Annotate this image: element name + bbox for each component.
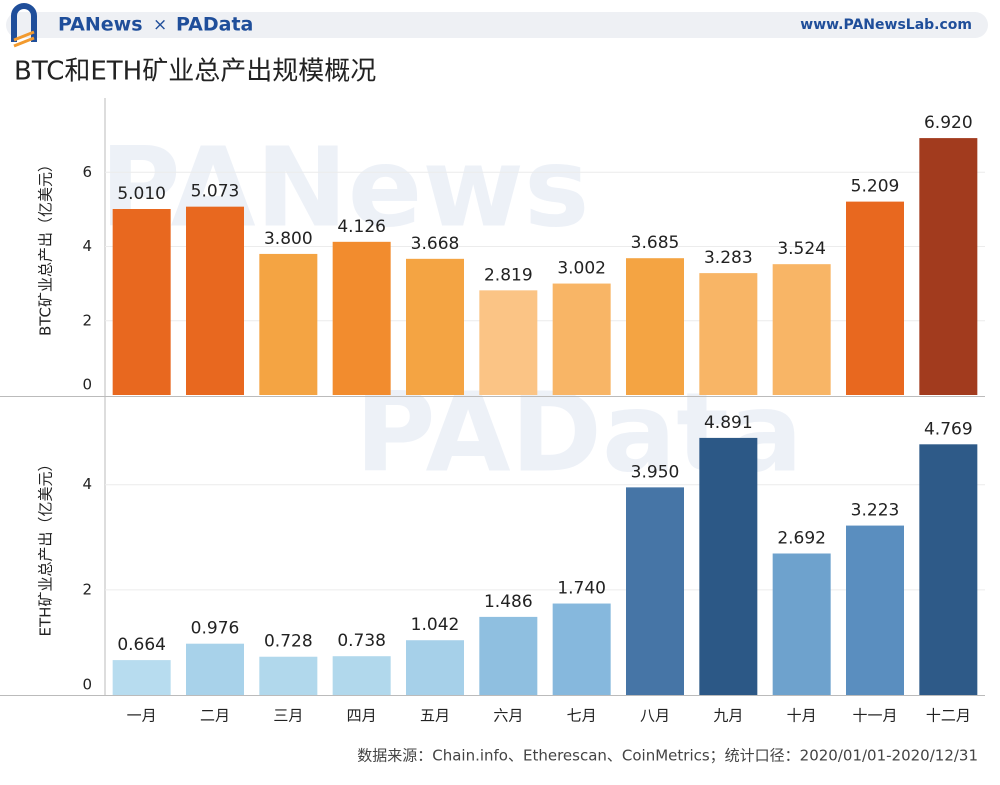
y-axis-title: BTC矿业总产出（亿美元）: [37, 157, 55, 336]
data-label: 1.740: [557, 579, 606, 599]
data-label: 3.668: [411, 234, 460, 254]
data-label: 2.819: [484, 265, 533, 285]
bar: [626, 487, 684, 695]
bar: [112, 660, 171, 695]
bar: [406, 258, 464, 395]
data-label: 3.002: [557, 259, 606, 279]
x-tick-label: 一月: [127, 707, 157, 725]
data-label: 1.486: [484, 592, 533, 612]
data-label: 3.950: [631, 462, 680, 482]
data-label: 5.010: [117, 184, 166, 204]
data-label: 1.042: [411, 615, 460, 635]
title: BTC和ETH矿业总产出规模概况: [14, 57, 376, 87]
bar: [259, 656, 318, 695]
x-tick-label: 九月: [713, 707, 743, 725]
brand2: PAData: [176, 14, 253, 36]
data-label: 3.283: [704, 248, 753, 268]
bar: [846, 201, 904, 395]
x-tick-label: 十二月: [926, 707, 971, 725]
data-label: 4.126: [337, 217, 386, 237]
y-tick-label: 0: [82, 676, 92, 694]
bar: [332, 241, 391, 395]
brand-separator: ×: [153, 15, 167, 35]
x-tick-label: 十月: [787, 707, 817, 725]
data-label: 3.800: [264, 229, 313, 249]
data-label: 2.692: [777, 528, 826, 548]
y-tick-label: 6: [82, 163, 92, 181]
bar: [479, 616, 538, 695]
x-tick-label: 七月: [567, 707, 597, 725]
bar: [919, 444, 978, 695]
bar: [186, 206, 244, 395]
data-label: 6.920: [924, 113, 973, 133]
data-label: 3.685: [631, 233, 680, 253]
bar: [332, 656, 391, 695]
charts: 0 2 4 6 BTC矿业总产出（亿美元） 5.010 5.073 3.800 4.126 3.6…: [0, 98, 985, 725]
data-label: 0.738: [337, 631, 386, 651]
data-label: 3.524: [777, 239, 826, 259]
bar: [552, 603, 611, 695]
y-tick-label: 4: [82, 237, 92, 255]
bar: [406, 640, 464, 695]
bar: [846, 525, 904, 695]
url: www.PANewsLab.com: [800, 17, 972, 33]
bar: [259, 253, 318, 395]
bar: [112, 209, 171, 395]
x-tick-label: 五月: [420, 707, 450, 725]
x-tick-label: 六月: [493, 707, 523, 725]
data-label: 0.664: [117, 635, 166, 655]
logo-stripes: [13, 30, 35, 48]
data-label: 5.209: [851, 177, 900, 197]
data-label: 0.976: [191, 619, 240, 639]
bar: [186, 643, 244, 695]
y-tick-label: 2: [82, 311, 92, 329]
brand: PANews: [58, 14, 143, 36]
y-axis-title: ETH矿业总产出（亿美元）: [37, 457, 55, 637]
x-tick-label: 十一月: [852, 707, 897, 725]
bar: [479, 290, 538, 395]
bar: [552, 283, 611, 395]
data-label: 5.073: [191, 182, 240, 202]
bar: [626, 258, 684, 395]
x-tick-label: 三月: [273, 707, 303, 725]
x-tick-label: 四月: [347, 707, 377, 725]
watermark: PANews: [100, 123, 589, 251]
x-tick-label: 二月: [200, 707, 230, 725]
data-label: 4.891: [704, 413, 753, 433]
y-tick-label: 4: [82, 475, 92, 493]
source: 数据来源：Chain.info、Etherescan、CoinMetrics；统…: [357, 747, 978, 765]
header-band: [6, 12, 988, 38]
bar: [772, 553, 831, 695]
y-tick-label: 0: [82, 376, 92, 394]
bar: [772, 264, 831, 395]
bar: [699, 437, 758, 695]
y-tick-label: 2: [82, 580, 92, 598]
bar: [699, 273, 758, 395]
logo: [11, 3, 37, 42]
data-label: 4.769: [924, 419, 973, 439]
data-label: 3.223: [851, 501, 900, 521]
x-tick-label: 八月: [640, 707, 670, 725]
data-label: 0.728: [264, 632, 313, 652]
bar: [919, 138, 978, 395]
